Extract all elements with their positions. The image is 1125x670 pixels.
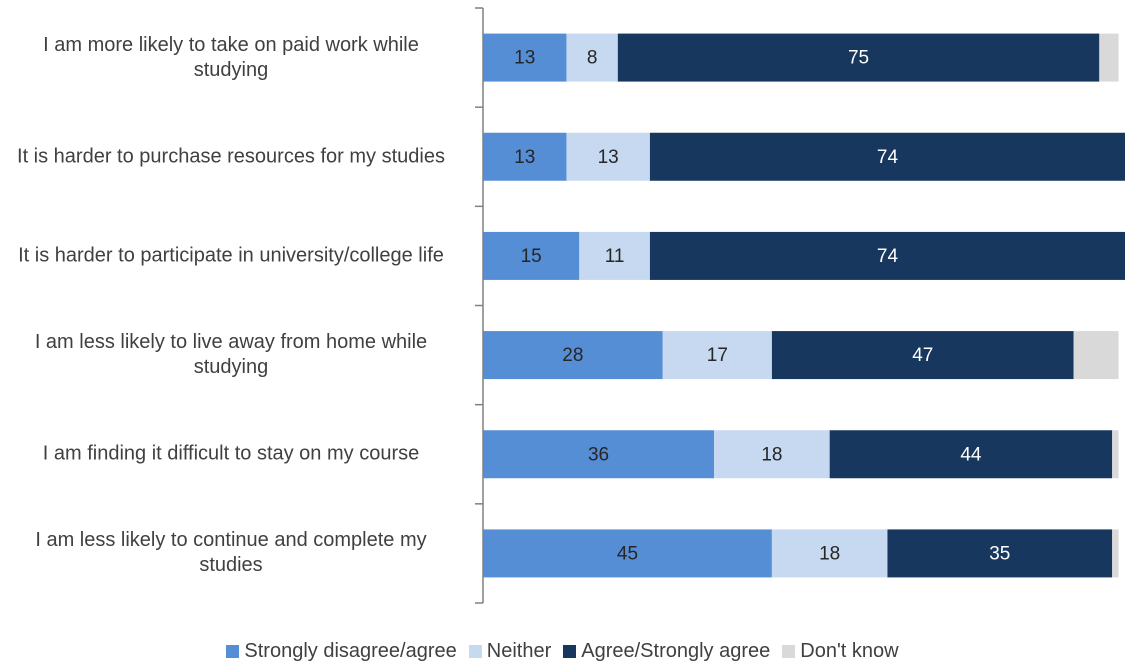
bar-segment bbox=[1073, 331, 1119, 380]
bar-segment bbox=[1099, 33, 1119, 82]
bar-segment bbox=[887, 529, 1113, 578]
legend: Strongly disagree/agree Neither Agree/Stro… bbox=[0, 640, 1125, 663]
bar-segment bbox=[649, 231, 1125, 280]
bar-segment bbox=[483, 430, 715, 479]
bar-segment bbox=[1112, 529, 1119, 578]
bar-segment bbox=[579, 231, 650, 280]
data-label: 44 bbox=[960, 444, 982, 465]
bar-segment bbox=[771, 529, 888, 578]
category-label: It is harder to purchase resources for m… bbox=[17, 145, 445, 168]
data-label: 47 bbox=[912, 345, 933, 366]
data-label: 13 bbox=[514, 147, 535, 168]
data-label: 15 bbox=[521, 246, 542, 267]
data-label: 28 bbox=[562, 345, 583, 366]
data-label: 36 bbox=[588, 444, 609, 465]
bar-segment bbox=[566, 33, 618, 82]
legend-swatch bbox=[563, 645, 577, 658]
bar-segment bbox=[483, 529, 772, 578]
bar-segment bbox=[483, 231, 580, 280]
legend-label: Neither bbox=[486, 640, 552, 662]
data-label: 74 bbox=[877, 246, 899, 267]
bar-segment bbox=[649, 132, 1125, 181]
category-label: I am less likely to live away from home … bbox=[34, 331, 428, 379]
legend-item: Strongly disagree/agree bbox=[226, 640, 457, 663]
legend-label: Don't know bbox=[800, 640, 899, 662]
bar-segment bbox=[483, 132, 567, 181]
category-label: I am more likely to take on paid work wh… bbox=[43, 33, 419, 81]
bar-segment bbox=[617, 33, 1100, 82]
bar-segment bbox=[662, 331, 772, 380]
legend-swatch bbox=[782, 645, 796, 658]
legend-label: Strongly disagree/agree bbox=[244, 640, 457, 662]
data-label: 17 bbox=[707, 345, 728, 366]
data-label: 35 bbox=[989, 543, 1010, 564]
bar-segment bbox=[1112, 430, 1119, 479]
data-label: 74 bbox=[877, 147, 899, 168]
data-label: 13 bbox=[598, 147, 619, 168]
data-label: 11 bbox=[605, 246, 625, 267]
legend-item: Don't know bbox=[782, 640, 899, 663]
bar-segment bbox=[714, 430, 830, 479]
data-label: 45 bbox=[617, 543, 638, 564]
data-label: 8 bbox=[587, 48, 598, 69]
legend-item: Agree/Strongly agree bbox=[563, 640, 770, 663]
legend-label: Agree/Strongly agree bbox=[581, 640, 771, 662]
legend-item: Neither bbox=[468, 640, 552, 663]
bar-segment bbox=[483, 33, 567, 82]
category-label: It is harder to participate in universit… bbox=[18, 244, 444, 267]
data-label: 75 bbox=[848, 48, 869, 69]
category-label: I am less likely to continue and complet… bbox=[35, 529, 427, 577]
bar-segment bbox=[771, 331, 1074, 380]
bar-segment bbox=[483, 331, 663, 380]
category-label: I am finding it difficult to stay on my … bbox=[42, 442, 420, 465]
bar-segment bbox=[829, 430, 1113, 479]
data-label: 13 bbox=[514, 48, 535, 69]
legend-swatch bbox=[226, 645, 240, 658]
data-label: 18 bbox=[819, 543, 840, 564]
data-label: 18 bbox=[761, 444, 782, 465]
bar-segment bbox=[566, 132, 650, 181]
legend-swatch bbox=[468, 645, 482, 658]
